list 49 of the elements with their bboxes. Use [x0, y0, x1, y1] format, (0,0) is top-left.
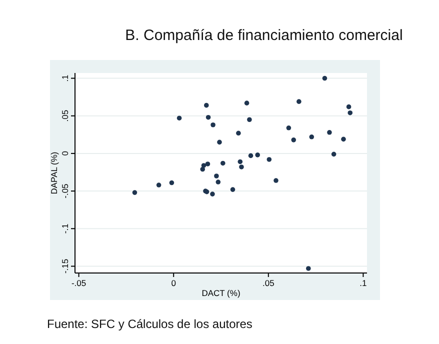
y-tick-label: .05	[60, 110, 70, 122]
point	[169, 180, 174, 186]
point	[286, 125, 292, 130]
point	[327, 130, 332, 135]
x-axis-title: DACT (%)	[202, 288, 240, 298]
point	[255, 152, 260, 158]
point	[216, 180, 221, 184]
source-note: Fuente: SFC y Cálculos de los autores	[47, 317, 252, 331]
point	[217, 140, 222, 145]
point	[331, 152, 336, 157]
point	[206, 114, 211, 120]
point	[214, 174, 219, 178]
point	[236, 130, 241, 136]
point	[291, 138, 296, 142]
x-tick-label: -.05	[71, 278, 86, 288]
y-tick-label: .1	[60, 74, 70, 82]
point	[296, 99, 302, 104]
x-tick-label: .1	[360, 278, 368, 288]
point	[247, 117, 252, 122]
point	[230, 187, 236, 192]
point	[204, 102, 209, 108]
point	[238, 159, 243, 164]
point	[220, 160, 226, 166]
point	[210, 192, 215, 196]
point	[346, 104, 352, 110]
point	[348, 110, 353, 116]
point	[176, 116, 182, 121]
y-tick-label: -.1	[60, 223, 70, 234]
point	[201, 163, 206, 168]
point	[156, 182, 162, 188]
point	[341, 136, 346, 142]
x-tick-label: 0	[171, 278, 176, 288]
point	[266, 157, 272, 162]
point	[239, 164, 244, 170]
y-tick-label: -.15	[60, 258, 70, 274]
point	[205, 162, 210, 166]
point	[274, 178, 278, 183]
x-tick-label: .05	[262, 278, 275, 288]
point	[132, 190, 138, 195]
point	[309, 134, 314, 140]
chart-title: B. Compañía de financiamiento comercial	[125, 27, 403, 44]
y-axis-title: DAPAL (%)	[49, 152, 59, 194]
point	[306, 266, 311, 271]
y-tick-label: 0	[60, 150, 70, 156]
point	[322, 76, 328, 81]
point	[248, 153, 254, 158]
y-tick-label: -.05	[60, 183, 70, 198]
point	[244, 100, 250, 106]
point	[210, 122, 216, 128]
